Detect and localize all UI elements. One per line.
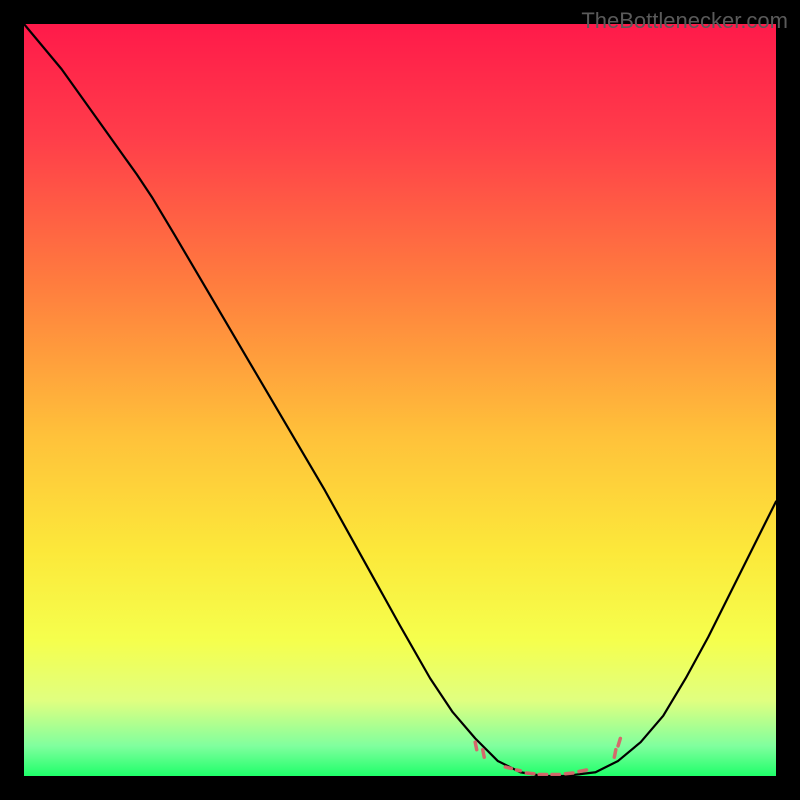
chart-plot-area <box>24 24 776 776</box>
watermark-text: TheBottlenecker.com <box>581 8 788 34</box>
gradient-background <box>24 24 776 776</box>
chart-svg <box>24 24 776 776</box>
